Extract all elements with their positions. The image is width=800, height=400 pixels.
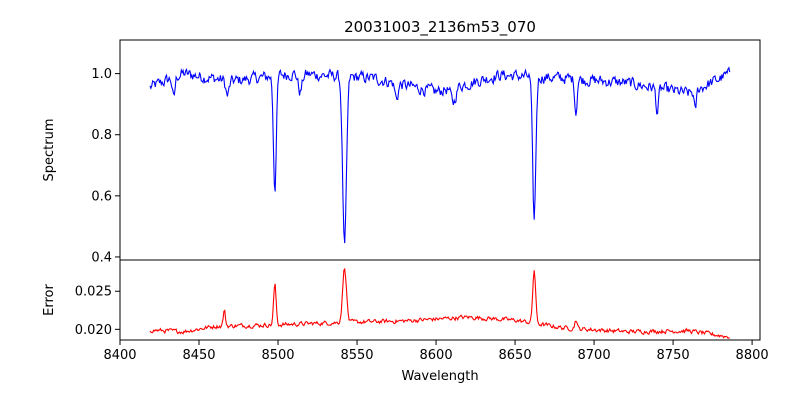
- spectrum-y-tick-label: 0.6: [91, 189, 112, 204]
- x-tick-label: 8750: [657, 348, 690, 363]
- x-tick-label: 8800: [736, 348, 769, 363]
- x-tick-label: 8650: [499, 348, 532, 363]
- spectrum-y-tick-label: 0.4: [91, 250, 112, 265]
- spectrum-y-ticks: 0.4 0.6 0.8 1.0: [91, 67, 120, 265]
- spectrum-y-tick-label: 0.8: [91, 128, 112, 143]
- spectrum-y-tick-label: 1.0: [91, 67, 112, 82]
- x-axis-ticks: 8400 8450 8500 8550 8600 8650 8700 8750 8800: [103, 340, 769, 363]
- spectrum-series-line: [149, 66, 731, 244]
- chart-title: 20031003_2136m53_070: [344, 18, 536, 37]
- x-tick-label: 8600: [420, 348, 453, 363]
- error-series-line: [149, 267, 730, 340]
- error-y-ticks: 0.020 0.025: [75, 285, 120, 338]
- x-tick-label: 8500: [261, 348, 294, 363]
- error-y-axis-label: Error: [42, 284, 57, 316]
- spectrum-panel: 0.4 0.6 0.8 1.0 Spectrum: [42, 39, 761, 265]
- x-axis-label: Wavelength: [401, 369, 478, 384]
- x-tick-label: 8550: [340, 348, 373, 363]
- x-tick-label: 8400: [103, 348, 136, 363]
- x-tick-label: 8450: [182, 348, 215, 363]
- error-y-tick-label: 0.020: [75, 323, 112, 338]
- error-plot-frame: [119, 259, 761, 341]
- spectrum-y-axis-label: Spectrum: [42, 119, 57, 182]
- error-y-tick-label: 0.025: [75, 285, 112, 300]
- error-panel: 0.020 0.025 Error: [42, 259, 761, 341]
- spectrum-plot-frame: [119, 39, 761, 261]
- x-tick-label: 8700: [578, 348, 611, 363]
